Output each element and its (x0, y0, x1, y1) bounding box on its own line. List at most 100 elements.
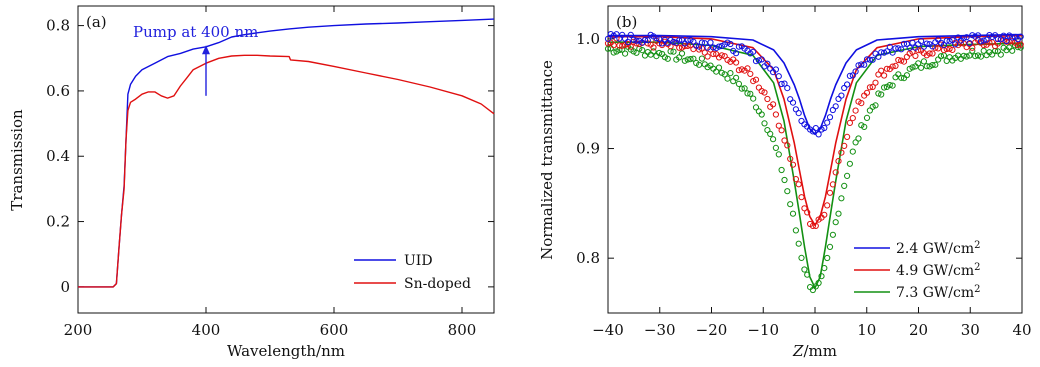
scatter-point-b-0 (918, 38, 925, 45)
scatter-point-b-0 (909, 39, 916, 46)
scatter-point-b-0 (866, 56, 874, 63)
scatter-point-b-1 (778, 127, 785, 134)
scatter-point-b-2 (835, 210, 842, 217)
scatter-point-b-0 (789, 99, 797, 106)
scatter-point-b-2 (681, 57, 688, 64)
scatter-point-b-0 (824, 119, 831, 126)
scatter-point-b-1 (841, 142, 848, 149)
scatter-point-b-2 (969, 47, 976, 54)
scatter-point-b-1 (761, 89, 768, 96)
scatter-point-b-2 (886, 82, 893, 89)
scatter-point-b-1 (878, 67, 885, 74)
scatter-point-b-2 (875, 90, 882, 97)
scatter-point-b-0 (841, 84, 848, 92)
scatter-point-b-2 (730, 78, 737, 85)
scatter-point-b-1 (846, 119, 854, 127)
scatter-point-b-0 (778, 80, 785, 88)
scatter-point-b-1 (804, 209, 811, 216)
scatter-point-b-1 (826, 189, 834, 196)
scatter-point-b-0 (977, 38, 985, 45)
scatter-point-b-0 (641, 37, 649, 44)
x-tick-label-b: 30 (961, 321, 980, 339)
plot-frame-a (77, 5, 495, 314)
scatter-point-b-2 (616, 46, 623, 54)
scatter-point-b-0 (812, 125, 819, 132)
scatter-point-b-0 (670, 38, 677, 45)
scatter-series-b-2 (604, 41, 1024, 294)
scatter-point-b-1 (929, 50, 936, 57)
scatter-point-b-1 (849, 115, 856, 122)
scatter-point-b-1 (863, 89, 871, 96)
scatter-point-b-2 (824, 254, 831, 262)
scatter-point-b-0 (784, 85, 791, 92)
scatter-point-b-2 (792, 227, 800, 234)
scatter-point-b-1 (895, 56, 902, 64)
scatter-point-b-1 (866, 84, 874, 91)
scatter-point-b-1 (735, 67, 743, 74)
scatter-point-b-2 (715, 64, 723, 71)
scatter-point-b-2 (687, 56, 694, 63)
scatter-point-b-2 (1009, 47, 1016, 54)
scatter-point-b-2 (946, 54, 953, 61)
scatter-point-b-2 (829, 231, 837, 238)
scatter-point-b-0 (963, 34, 970, 41)
scatter-point-b-0 (764, 60, 771, 67)
scatter-point-b-2 (664, 55, 671, 62)
scatter-point-b-0 (861, 61, 868, 68)
scatter-point-b-0 (795, 110, 802, 117)
scatter-point-b-1 (770, 101, 777, 108)
scatter-point-b-2 (844, 172, 851, 179)
scatter-point-b-0 (821, 124, 828, 132)
scatter-point-b-2 (636, 45, 643, 52)
scatter-point-b-1 (872, 79, 879, 86)
scatter-point-b-2 (798, 254, 805, 261)
scatter-point-b-0 (946, 38, 953, 45)
scatter-point-b-0 (656, 35, 663, 43)
scatter-point-b-0 (693, 42, 700, 49)
scatter-point-b-0 (715, 43, 723, 50)
scatter-point-b-2 (881, 84, 888, 91)
scatter-point-b-1 (710, 50, 717, 58)
scatter-point-b-2 (872, 102, 879, 109)
scatter-point-b-2 (935, 56, 942, 63)
scatter-point-b-2 (878, 91, 885, 98)
y-tick-label-a: 0.8 (46, 17, 70, 35)
scatter-point-b-1 (937, 41, 945, 48)
scatter-point-b-2 (863, 114, 871, 122)
y-axis-label-b: Normalized transmittance (538, 60, 556, 260)
scatter-point-b-1 (784, 142, 791, 149)
scatter-point-b-2 (767, 130, 774, 137)
scatter-point-b-2 (784, 188, 791, 195)
scatter-point-b-2 (696, 61, 703, 68)
scatter-point-b-2 (852, 139, 859, 146)
panel-a: 200 400 600 800 0 0.2 0.4 0.6 0.8 (a) Pump at 40… (8, 5, 495, 360)
series-line-a-1 (78, 54, 495, 288)
scatter-point-b-1 (829, 181, 837, 188)
scatter-point-b-2 (960, 52, 967, 59)
legend-b-24-label: 2.4 GW/cm2 (896, 240, 981, 258)
scatter-point-b-2 (684, 56, 691, 63)
scatter-point-b-1 (898, 57, 905, 64)
scatter-point-b-2 (613, 48, 620, 55)
scatter-point-b-2 (932, 61, 939, 68)
scatter-point-b-0 (892, 45, 899, 52)
series-group-b (604, 30, 1024, 294)
scatter-point-b-2 (861, 123, 868, 131)
scatter-point-b-2 (795, 240, 802, 247)
x-tick-label-b: 20 (909, 321, 928, 339)
scatter-point-b-2 (909, 64, 916, 71)
scatter-point-b-2 (972, 53, 979, 60)
scatter-point-b-0 (624, 38, 632, 46)
scatter-point-b-0 (787, 96, 794, 103)
scatter-point-b-2 (920, 58, 928, 65)
scatter-point-b-1 (926, 50, 933, 57)
scatter-point-b-1 (881, 72, 888, 79)
scatter-point-b-1 (824, 202, 831, 209)
scatter-point-b-0 (710, 44, 717, 51)
y-tick-label-a: 0 (60, 278, 70, 296)
scatter-point-b-0 (895, 45, 902, 52)
scatter-point-b-2 (622, 50, 629, 57)
scatter-point-b-2 (855, 135, 862, 142)
scatter-point-b-2 (849, 148, 856, 155)
scatter-point-b-2 (778, 166, 785, 174)
